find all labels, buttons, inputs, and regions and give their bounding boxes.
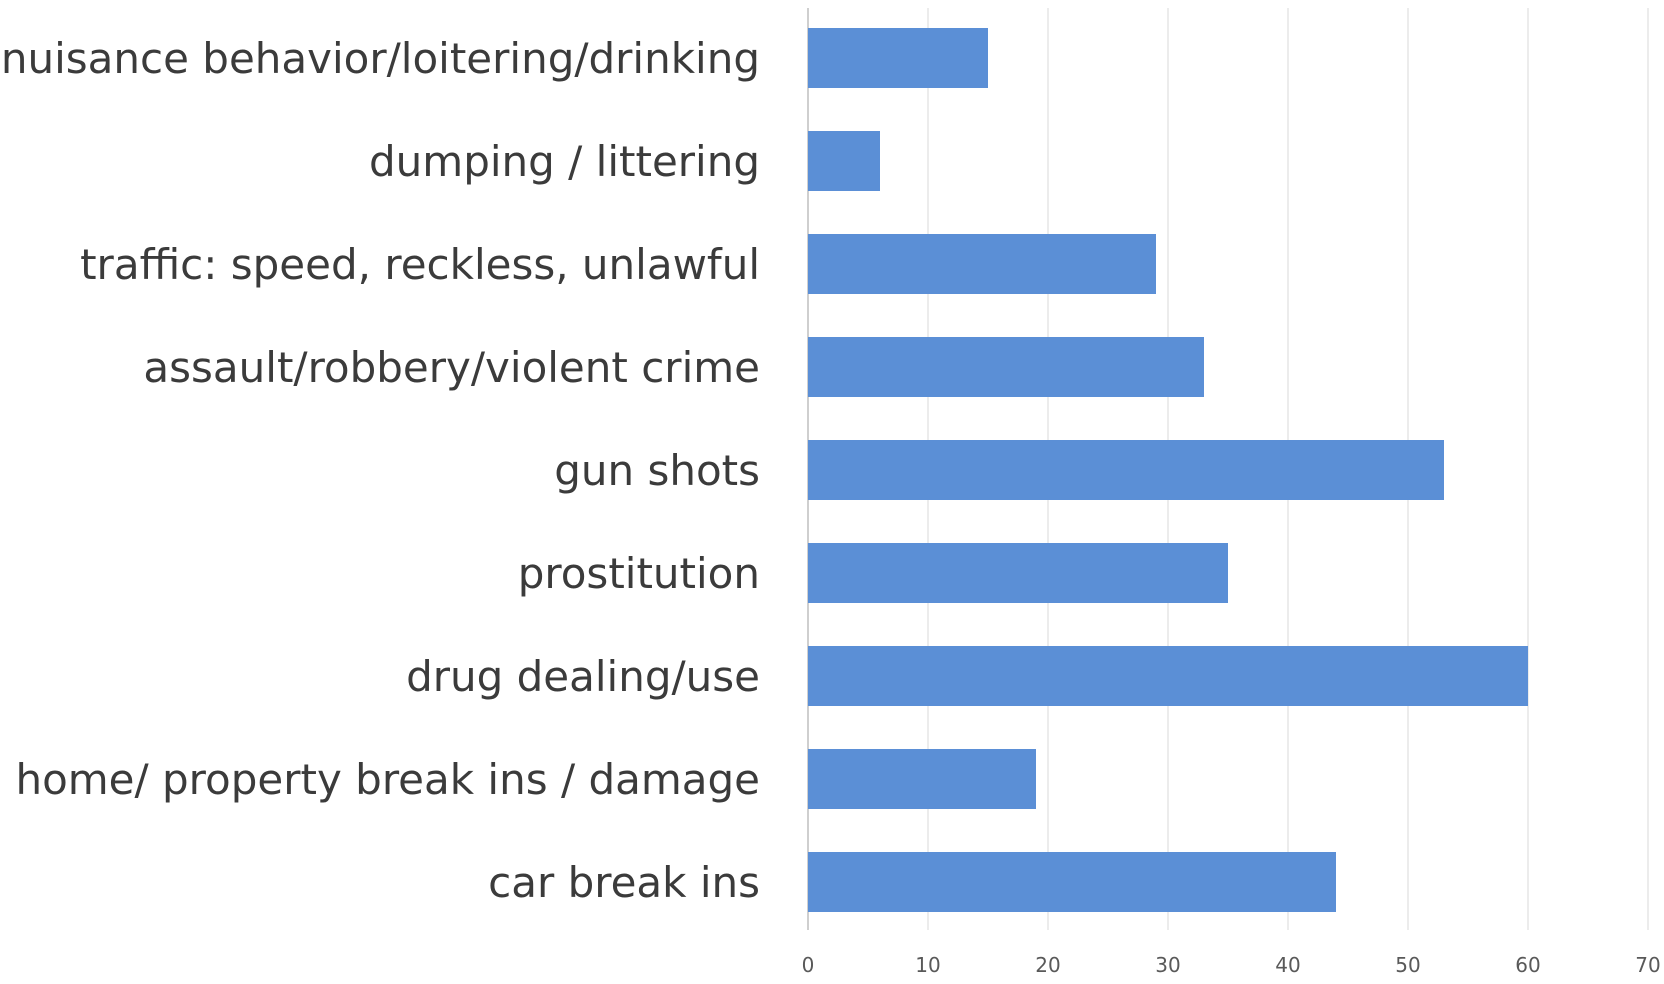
bar — [808, 749, 1036, 809]
x-tick-label: 0 — [802, 953, 815, 977]
bars — [808, 28, 1528, 912]
bar — [808, 543, 1228, 603]
x-tick-label: 50 — [1395, 953, 1420, 977]
bar — [808, 440, 1444, 500]
category-label: dumping / littering — [369, 137, 760, 186]
bar — [808, 28, 988, 88]
category-label: car break ins — [488, 858, 760, 907]
bar — [808, 852, 1336, 912]
x-tick-label: 20 — [1035, 953, 1060, 977]
category-label: traffic: speed, reckless, unlawful — [80, 240, 760, 289]
category-label: nuisance behavior/loitering/drinking — [1, 34, 760, 83]
category-label: gun shots — [554, 446, 760, 495]
x-tick-labels: 0 10 20 30 40 50 60 70 — [802, 953, 1661, 977]
category-label: prostitution — [518, 549, 760, 598]
category-label: assault/robbery/violent crime — [143, 343, 760, 392]
x-tick-label: 70 — [1635, 953, 1660, 977]
x-tick-label: 60 — [1515, 953, 1540, 977]
bar — [808, 337, 1204, 397]
category-labels: nuisance behavior/loitering/drinking dump… — [1, 34, 760, 907]
x-tick-label: 40 — [1275, 953, 1300, 977]
bar — [808, 234, 1156, 294]
category-label: drug dealing/use — [406, 652, 760, 701]
x-tick-label: 10 — [915, 953, 940, 977]
bar — [808, 646, 1528, 706]
bar — [808, 131, 880, 191]
category-label: home/ property break ins / damage — [15, 755, 760, 804]
x-tick-label: 30 — [1155, 953, 1180, 977]
